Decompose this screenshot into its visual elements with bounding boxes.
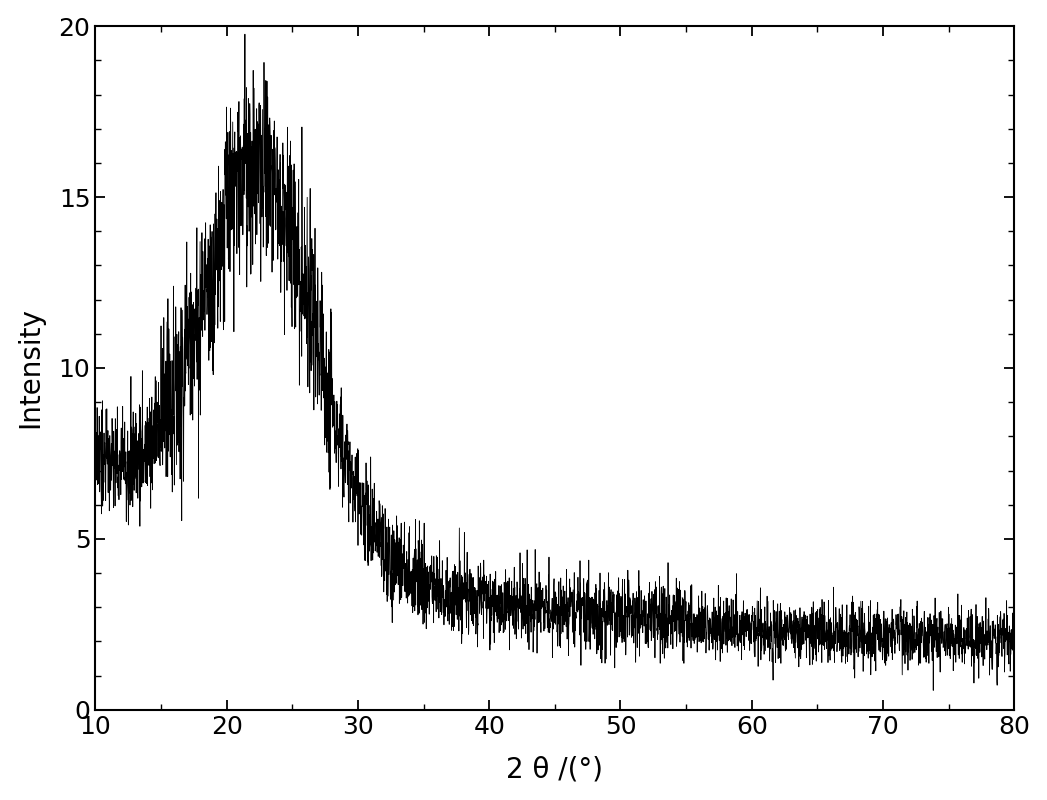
X-axis label: 2 θ /(°): 2 θ /(°) xyxy=(507,755,603,783)
Y-axis label: Intensity: Intensity xyxy=(17,307,45,429)
